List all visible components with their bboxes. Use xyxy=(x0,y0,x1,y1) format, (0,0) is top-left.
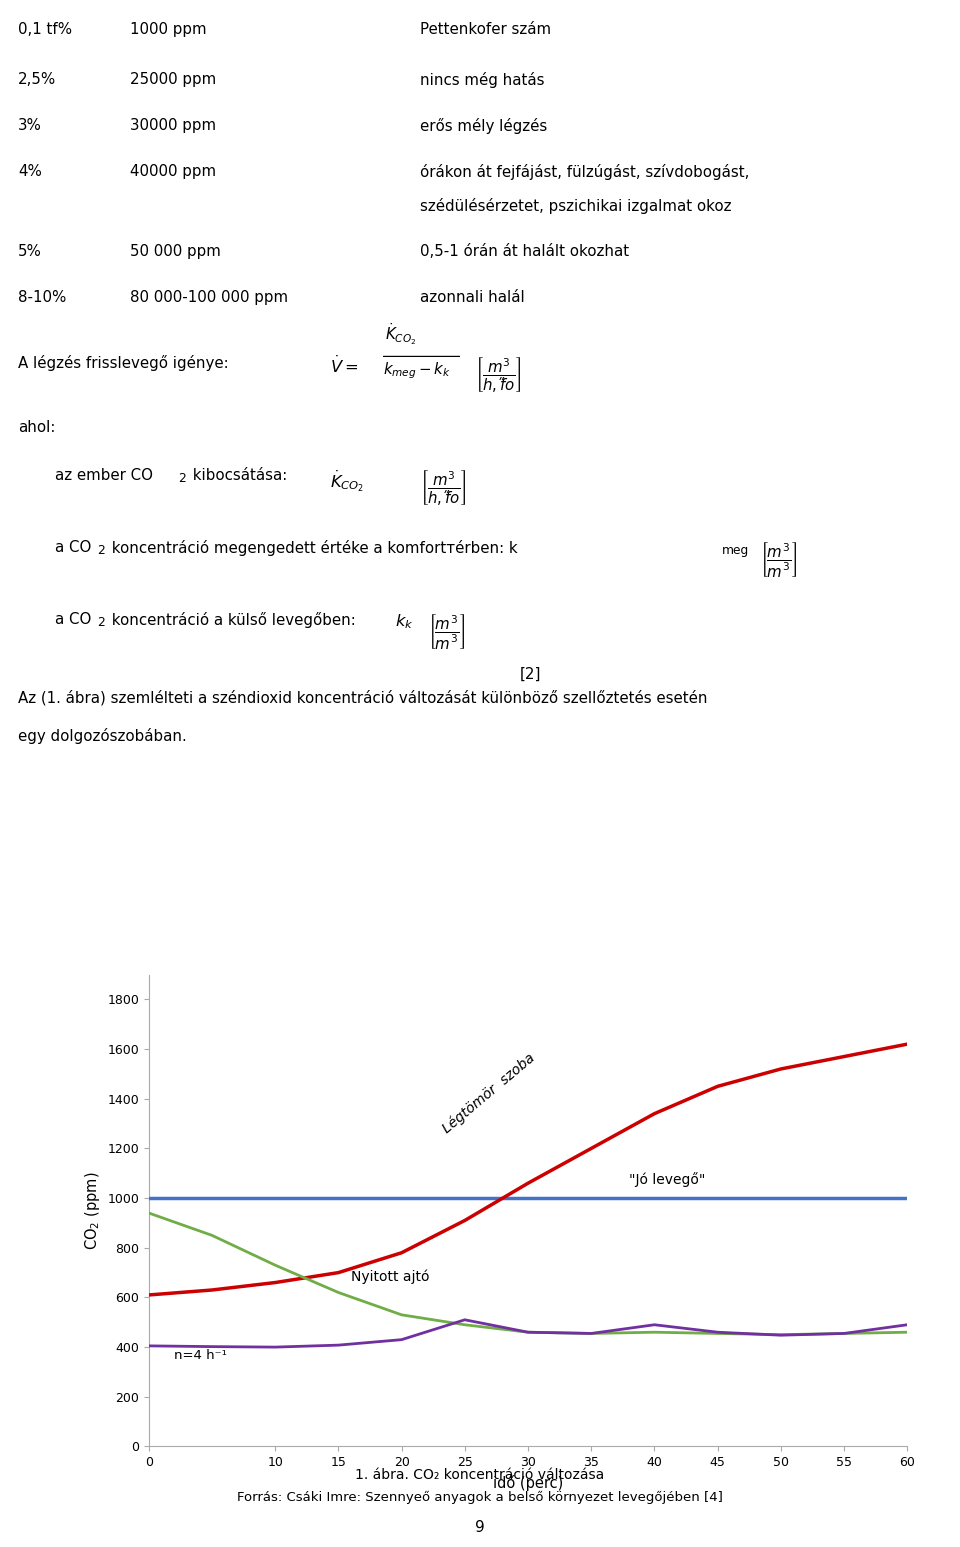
Text: Pettenkofer szám: Pettenkofer szám xyxy=(420,22,551,37)
Text: $\dot{K}_{CO_2}$: $\dot{K}_{CO_2}$ xyxy=(385,322,417,347)
Text: 2: 2 xyxy=(97,545,105,557)
Text: 0,1 tf%: 0,1 tf% xyxy=(18,22,72,37)
Text: 50 000 ppm: 50 000 ppm xyxy=(130,244,221,258)
Text: 0,5-1 órán át halált okozhat: 0,5-1 órán át halált okozhat xyxy=(420,244,629,258)
Text: koncentráció megengedett értéke a komfortтérben: k: koncentráció megengedett értéke a komfor… xyxy=(107,540,517,555)
Text: erős mély légzés: erős mély légzés xyxy=(420,118,547,135)
Text: ahol:: ahol: xyxy=(18,419,56,435)
Text: Nyitott ajtó: Nyitott ajtó xyxy=(351,1269,429,1284)
Text: $\left[\dfrac{m^3}{h,f\H{o}}\right]$: $\left[\dfrac{m^3}{h,f\H{o}}\right]$ xyxy=(475,354,521,394)
Text: "Jó levegő": "Jó levegő" xyxy=(629,1173,706,1187)
Text: $k_k$: $k_k$ xyxy=(395,613,414,631)
Text: a CO: a CO xyxy=(55,613,91,627)
Text: az ember CO: az ember CO xyxy=(55,469,153,483)
Text: 2,5%: 2,5% xyxy=(18,73,57,87)
X-axis label: idő (perc): idő (perc) xyxy=(492,1474,564,1491)
Text: 9: 9 xyxy=(475,1519,485,1535)
Text: 30000 ppm: 30000 ppm xyxy=(130,118,216,133)
Text: Forrás: Csáki Imre: Szennyeő anyagok a belső környezet levegőjében [4]: Forrás: Csáki Imre: Szennyeő anyagok a b… xyxy=(237,1490,723,1504)
Text: koncentráció a külső levegőben:: koncentráció a külső levegőben: xyxy=(107,613,356,628)
Text: szédülésérzetet, pszichikai izgalmat okoz: szédülésérzetet, pszichikai izgalmat oko… xyxy=(420,198,732,213)
Text: 2: 2 xyxy=(97,616,105,630)
Text: 1. ábra. CO₂ koncentráció változása: 1. ábra. CO₂ koncentráció változása xyxy=(355,1468,605,1482)
Text: a CO: a CO xyxy=(55,540,91,555)
Text: 3%: 3% xyxy=(18,118,42,133)
Text: $\left[\dfrac{m^3}{m^3}\right]$: $\left[\dfrac{m^3}{m^3}\right]$ xyxy=(428,613,466,651)
Y-axis label: CO$_2$ (ppm): CO$_2$ (ppm) xyxy=(83,1171,102,1250)
Text: $\dot{K}_{CO_2}$: $\dot{K}_{CO_2}$ xyxy=(330,469,364,493)
Text: n=4 h⁻¹: n=4 h⁻¹ xyxy=(174,1349,227,1361)
Text: 8-10%: 8-10% xyxy=(18,289,66,305)
Text: A légzés frisslevegő igénye:: A légzés frisslevegő igénye: xyxy=(18,354,228,371)
Text: nincs még hatás: nincs még hatás xyxy=(420,73,544,88)
Text: azonnali halál: azonnali halál xyxy=(420,289,525,305)
Text: órákon át fejfájást, fülzúgást, szívdobogást,: órákon át fejfájást, fülzúgást, szívdobo… xyxy=(420,164,750,179)
Text: $\left[\dfrac{m^3}{h,f\H{o}}\right]$: $\left[\dfrac{m^3}{h,f\H{o}}\right]$ xyxy=(420,469,467,507)
Text: 25000 ppm: 25000 ppm xyxy=(130,73,216,87)
Text: $\left[\dfrac{m^3}{m^3}\right]$: $\left[\dfrac{m^3}{m^3}\right]$ xyxy=(760,540,797,579)
Text: 5%: 5% xyxy=(18,244,42,258)
Text: [2]: [2] xyxy=(520,667,541,682)
Text: 2: 2 xyxy=(178,472,185,486)
Text: $k_{meg}-k_k$: $k_{meg}-k_k$ xyxy=(383,360,451,381)
Text: 80 000-100 000 ppm: 80 000-100 000 ppm xyxy=(130,289,288,305)
Text: 40000 ppm: 40000 ppm xyxy=(130,164,216,179)
Text: 1000 ppm: 1000 ppm xyxy=(130,22,206,37)
Text: kibocsátása:: kibocsátása: xyxy=(188,469,287,483)
Text: meg: meg xyxy=(722,545,749,557)
Text: Légtömör  szoba: Légtömör szoba xyxy=(440,1050,538,1135)
Text: Az (1. ábra) szemlélteti a széndioxid koncentráció változását különböző szellőzt: Az (1. ábra) szemlélteti a széndioxid ko… xyxy=(18,690,708,705)
Text: $\dot{V}=$: $\dot{V}=$ xyxy=(330,354,358,376)
Text: egy dolgozószobában.: egy dolgozószobában. xyxy=(18,729,187,744)
Text: 4%: 4% xyxy=(18,164,42,179)
